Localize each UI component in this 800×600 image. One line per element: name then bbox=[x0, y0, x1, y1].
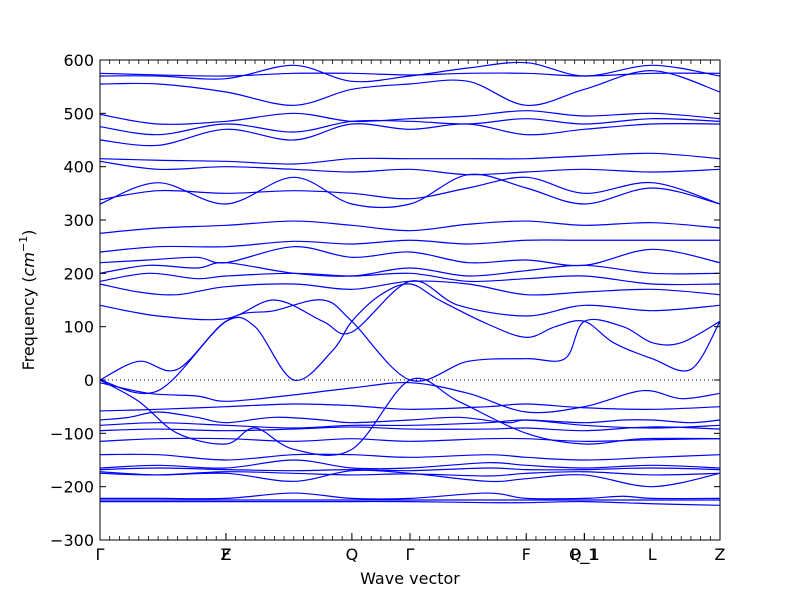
band-line-7 bbox=[99, 453, 721, 461]
y-axis-label-unit: cm bbox=[19, 252, 38, 276]
band-line-27 bbox=[99, 152, 721, 165]
y-tick-label: 500 bbox=[63, 104, 94, 123]
band-line-4 bbox=[99, 467, 721, 472]
band-line-30 bbox=[99, 110, 721, 125]
y-axis: −300 −200 −100 0 100 200 300 400 500 600 bbox=[50, 51, 720, 550]
x-tick-label: L bbox=[648, 545, 657, 564]
x-tick-label: Γ bbox=[406, 545, 415, 564]
band-line-31 bbox=[99, 70, 721, 106]
band-line-22 bbox=[99, 239, 720, 253]
band-line-2 bbox=[100, 500, 721, 506]
x-tick-label: Q_1 bbox=[569, 545, 600, 565]
y-tick-label: 300 bbox=[63, 211, 94, 230]
band-line-12 bbox=[99, 403, 721, 412]
band-line-32 bbox=[99, 61, 721, 83]
band-line-6 bbox=[99, 459, 721, 470]
x-tick-label: Z bbox=[715, 545, 726, 564]
y-tick-label: 600 bbox=[63, 51, 94, 70]
y-tick-label: 0 bbox=[84, 371, 94, 390]
band-line-15 bbox=[99, 377, 721, 456]
band-line-1 bbox=[100, 492, 721, 500]
y-tick-label: −300 bbox=[50, 531, 94, 550]
band-line-9 bbox=[99, 426, 721, 432]
band-line-23 bbox=[99, 220, 721, 234]
y-tick-label: 200 bbox=[63, 264, 94, 283]
band-line-17 bbox=[99, 280, 721, 335]
y-tick-label: 400 bbox=[63, 158, 94, 177]
y-tick-label: −200 bbox=[50, 478, 94, 497]
series-layer bbox=[99, 61, 721, 506]
x-tick-label: Γ bbox=[96, 545, 105, 564]
y-axis-label-close: ) bbox=[19, 230, 38, 236]
y-axis-label: Frequency (cm−1) bbox=[17, 230, 38, 371]
x-tick-label: P_1 bbox=[570, 545, 598, 565]
band-line-18 bbox=[99, 280, 721, 296]
x-axis-label: Wave vector bbox=[360, 569, 460, 588]
band-line-16 bbox=[99, 299, 721, 395]
y-axis-label-exponent: −1 bbox=[17, 236, 30, 252]
band-line-11 bbox=[99, 411, 721, 424]
x-axis: Γ FZ Q Γ F Q_1P_1 L Z bbox=[96, 60, 726, 565]
x-tick-label: Q bbox=[346, 545, 359, 564]
x-tick-label: F bbox=[522, 545, 531, 564]
band-line-29 bbox=[99, 118, 721, 136]
band-line-25 bbox=[99, 176, 721, 205]
band-line-28 bbox=[99, 123, 721, 147]
x-tick-label: Z bbox=[220, 545, 231, 564]
y-tick-label: 100 bbox=[63, 318, 94, 337]
band-line-24 bbox=[99, 173, 721, 209]
band-line-19 bbox=[99, 272, 721, 286]
y-tick-label: −100 bbox=[50, 424, 94, 443]
band-line-20 bbox=[99, 262, 721, 277]
band-line-10 bbox=[99, 419, 721, 429]
x-tick-label: F bbox=[221, 545, 230, 564]
band-line-8 bbox=[99, 437, 721, 442]
band-line-21 bbox=[99, 246, 721, 267]
band-line-26 bbox=[99, 160, 721, 176]
y-axis-label-text: Frequency ( bbox=[19, 276, 38, 370]
band-line-5 bbox=[99, 471, 721, 477]
band-line-33 bbox=[99, 72, 721, 77]
band-line-14 bbox=[99, 283, 721, 381]
band-line-13 bbox=[99, 381, 721, 414]
